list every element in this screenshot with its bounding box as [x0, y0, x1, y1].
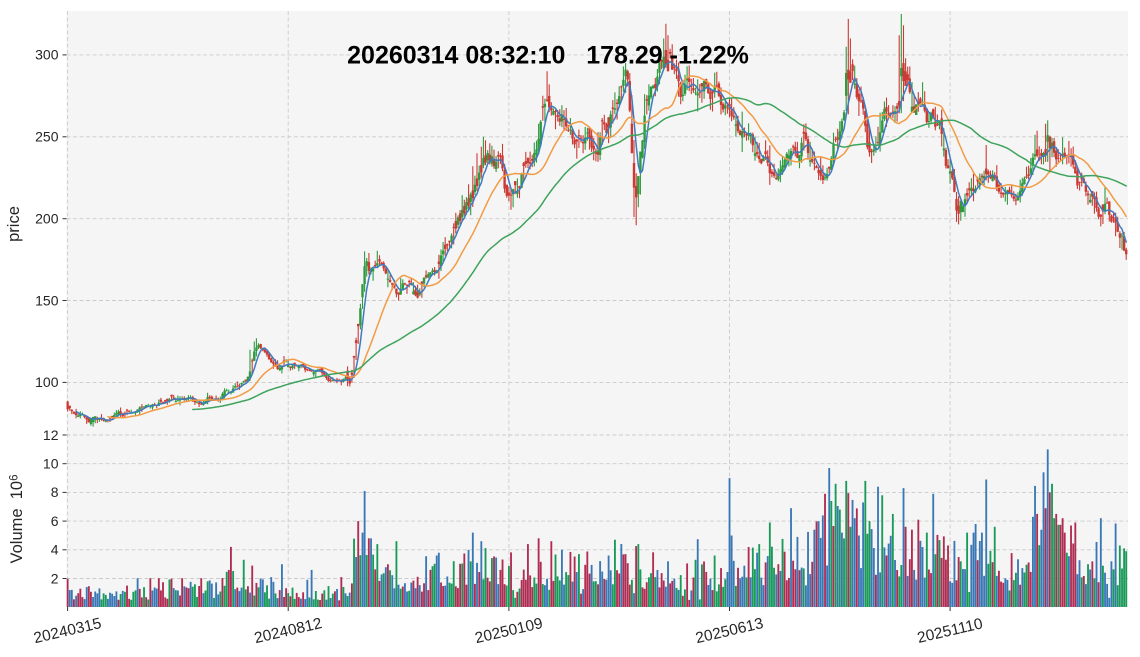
svg-text:150: 150 — [35, 292, 59, 308]
svg-text:2: 2 — [51, 570, 59, 586]
svg-text:4: 4 — [51, 542, 59, 558]
svg-text:10: 10 — [43, 456, 59, 472]
svg-text:6: 6 — [51, 513, 59, 529]
svg-text:12: 12 — [43, 427, 59, 443]
svg-text:price: price — [5, 206, 23, 242]
svg-text:250: 250 — [35, 129, 59, 145]
svg-text:200: 200 — [35, 211, 59, 227]
svg-text:300: 300 — [35, 47, 59, 63]
svg-text:20260314 08:32:10 178.29 -1.: 20260314 08:32:10 178.29 -1.22% — [347, 42, 749, 70]
svg-text:Volume 106: Volume 106 — [8, 475, 26, 564]
svg-text:100: 100 — [35, 374, 59, 390]
svg-text:8: 8 — [51, 484, 59, 500]
